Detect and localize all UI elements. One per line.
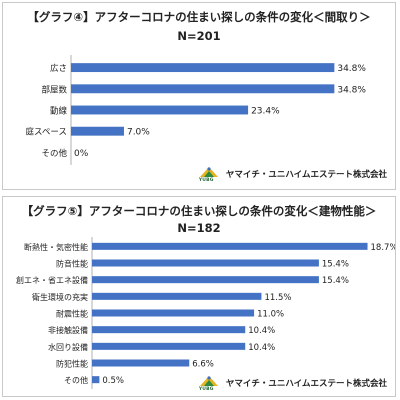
bar [92, 359, 190, 367]
data-label: 15.4% [322, 260, 349, 270]
company-footer: YUBG ヤマイチ・ユニハイムエステート株式会社 [198, 373, 387, 393]
company-name: ヤマイチ・ユニハイムエステート株式会社 [225, 170, 387, 180]
chart-panel-layout: 【グラフ④】アフターコロナの住まい探しの条件の変化＜間取り＞ N=201 広さ 3… [2, 2, 396, 190]
data-label: 18.7% [371, 243, 395, 253]
category-label: 防犯性能 [56, 359, 88, 369]
data-label: 10.4% [248, 326, 275, 336]
company-footer: YUBG ヤマイチ・ユニハイムエステート株式会社 [198, 164, 387, 184]
logo-text: YUBG [198, 178, 214, 183]
data-label: 15.4% [322, 276, 349, 286]
bar [92, 259, 319, 267]
chart-panel-building: 【グラフ⑤】アフターコロナの住まい探しの条件の変化＜建物性能＞ N=182 断熱… [2, 196, 396, 397]
category-label: その他 [41, 148, 67, 159]
category-label: 耐震性能 [56, 309, 88, 319]
category-label: その他 [64, 375, 88, 385]
category-label: 創エネ・省エネ設備 [16, 275, 88, 285]
data-label: 34.8% [337, 85, 366, 95]
data-label: 0.5% [102, 376, 124, 386]
company-logo-icon: YUBG [198, 373, 220, 393]
bar [71, 126, 124, 136]
bar [92, 276, 319, 284]
bar [71, 84, 335, 94]
data-label: 34.8% [337, 64, 366, 74]
category-label: 非接触設備 [48, 325, 88, 335]
category-label: 断熱性・気密性能 [24, 242, 88, 252]
company-name: ヤマイチ・ユニハイムエステート株式会社 [225, 379, 387, 389]
data-label: 11.5% [264, 293, 291, 303]
category-label: 衛生環境の充実 [32, 292, 88, 302]
bar [92, 342, 246, 350]
data-label: 6.6% [192, 360, 214, 370]
category-label: 部屋数 [41, 84, 67, 95]
logo-text: YUBG [198, 387, 214, 392]
category-label: 庭スペース [26, 127, 67, 138]
bar [71, 63, 335, 73]
bar [92, 292, 262, 300]
data-label: 0% [74, 149, 89, 159]
category-label: 広さ [50, 63, 67, 74]
bar [92, 242, 368, 250]
category-label: 防音性能 [56, 259, 88, 269]
data-label: 11.0% [257, 310, 284, 320]
company-logo-icon: YUBG [198, 164, 220, 184]
category-label: 動線 [50, 106, 68, 117]
data-label: 23.4% [251, 107, 280, 117]
chart-title: 【グラフ⑤】アフターコロナの住まい探しの条件の変化＜建物性能＞ [21, 204, 377, 218]
bar [92, 309, 255, 317]
bar [92, 326, 246, 334]
data-label: 10.4% [248, 343, 275, 353]
bar-chart-layout: 広さ 34.8% 部屋数 34.8% 動線 23.4% 庭スペース 7.0% その他 0% [26, 55, 366, 165]
chart-title: 【グラフ④】アフターコロナの住まい探しの条件の変化＜間取り＞ [27, 10, 371, 24]
bar [71, 105, 249, 115]
bar [92, 376, 100, 384]
data-label: 7.0% [127, 128, 150, 138]
chart-sample-size: N=201 [177, 29, 221, 43]
chart-sample-size: N=182 [177, 221, 221, 235]
bar-chart-building: 断熱性・気密性能 18.7% 防音性能 15.4% 創エネ・省エネ設備 15.4% 衛生環境… [16, 237, 395, 389]
category-label: 水回り設備 [48, 342, 88, 352]
